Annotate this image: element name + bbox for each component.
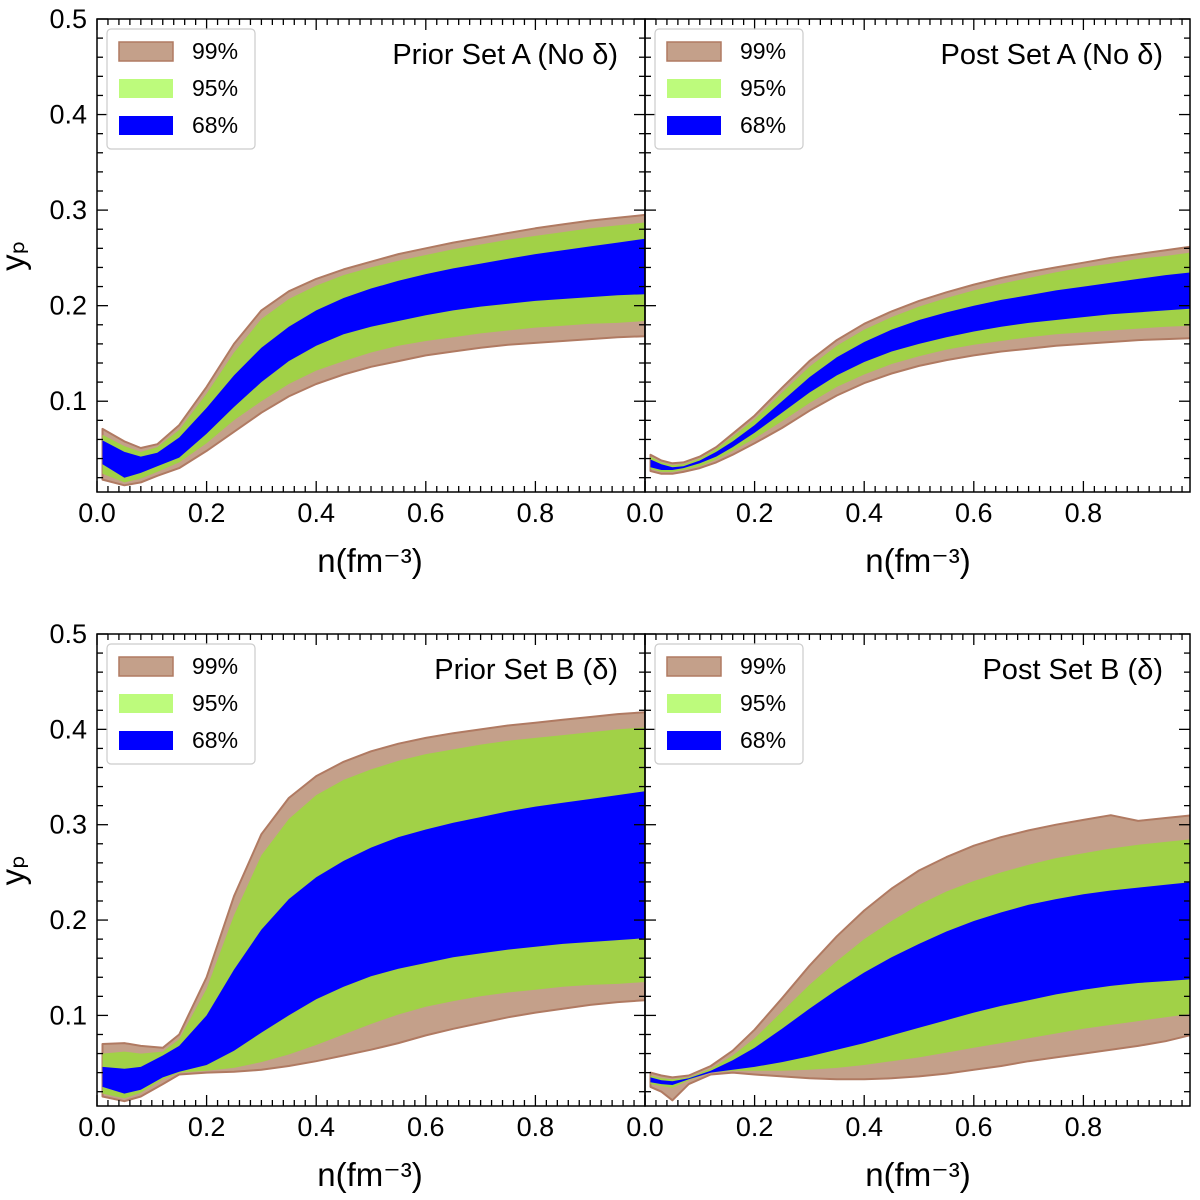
legend: 99% 95% 68%	[654, 643, 804, 765]
x-tick-label: 0.8	[517, 1112, 555, 1142]
legend-swatch-99	[666, 41, 722, 62]
legend-label: 68%	[740, 112, 786, 138]
bands	[101, 213, 645, 487]
x-axis-title: n(fm⁻³)	[865, 542, 970, 579]
legend-label: 68%	[192, 112, 238, 138]
y-tick-label: 0.4	[49, 100, 87, 130]
panel-4: 0.0 0.2 0.4 0.6 0.8n(fm⁻³)Post Set B (δ)99%9…	[626, 633, 1191, 1193]
legend-swatch-68	[667, 731, 721, 750]
y-tick-label: 0.3	[49, 810, 87, 840]
y-tick-label: 0.1	[49, 386, 87, 416]
x-tick-label: 0.6	[955, 1112, 993, 1142]
legend-label: 99%	[192, 38, 238, 64]
band-68	[102, 238, 645, 478]
x-tick-label: 0.2	[188, 498, 226, 528]
y-tick-label: 0.5	[49, 4, 87, 34]
axes-frame	[644, 18, 1191, 493]
legend: 99% 95% 68%	[106, 643, 256, 765]
legend: 99% 95% 68%	[106, 28, 256, 150]
legend-swatch-68	[667, 116, 721, 135]
legend-label: 95%	[740, 75, 786, 101]
y-tick-label: 0.1	[49, 1000, 87, 1030]
x-tick-label: 0.8	[1065, 1112, 1103, 1142]
band-68	[102, 791, 645, 1094]
x-tick-label: 0.2	[188, 1112, 226, 1142]
panel-title: Prior Set B (δ)	[434, 654, 618, 686]
legend-label: 99%	[740, 38, 786, 64]
x-tick-label: 0.0	[78, 1112, 116, 1142]
x-tick-label: 0.6	[407, 1112, 445, 1142]
axes-frame	[644, 633, 1191, 1107]
x-tick-label: 0.8	[1065, 498, 1103, 528]
bands	[649, 245, 1190, 475]
y-tick-label: 0.5	[49, 619, 87, 649]
ticks	[96, 18, 646, 492]
x-axis-title: n(fm⁻³)	[317, 1156, 422, 1193]
y-tick-label: 0.2	[49, 905, 87, 935]
ticks	[644, 18, 1190, 492]
bands	[649, 814, 1190, 1102]
x-tick-label: 0.4	[297, 498, 335, 528]
y-tick-label: 0.2	[49, 291, 87, 321]
y-tick-label: 0.4	[49, 714, 87, 744]
panel-title: Post Set B (δ)	[982, 654, 1163, 686]
ticks	[96, 633, 646, 1106]
legend-swatch-95	[119, 79, 173, 98]
x-axis-title: n(fm⁻³)	[317, 542, 422, 579]
legend-swatch-95	[119, 694, 173, 713]
legend-label: 99%	[740, 653, 786, 679]
x-tick-label: 0.2	[736, 1112, 774, 1142]
x-tick-label: 0.4	[845, 1112, 883, 1142]
legend-label: 68%	[192, 727, 238, 753]
panel-3: 0.0 0.2 0.4 0.6 0.8 0.1 0.2 0.3 0.4 0.5 n(fm⁻³) yₚ P…	[0, 619, 646, 1193]
legend: 99% 95% 68%	[654, 28, 804, 150]
legend-label: 95%	[192, 690, 238, 716]
band-68	[650, 882, 1190, 1085]
band-68	[650, 272, 1190, 470]
legend-swatch-68	[119, 116, 173, 135]
legend-label: 95%	[740, 690, 786, 716]
legend-swatch-68	[119, 731, 173, 750]
x-tick-label: 0.4	[845, 498, 883, 528]
x-tick-label: 0.8	[517, 498, 555, 528]
x-tick-label: 0.0	[626, 1112, 664, 1142]
legend-swatch-99	[118, 656, 174, 677]
panel-1: 0.0 0.2 0.4 0.6 0.8 0.1 0.2 0.3 0.4 0.5 n(fm⁻³) yₚ P…	[0, 4, 646, 579]
x-tick-label: 0.0	[78, 498, 116, 528]
x-tick-label: 0.0	[626, 498, 664, 528]
panel-2: 0.0 0.2 0.4 0.6 0.8 n(fm⁻³) Post Set A (No δ) 9…	[626, 18, 1191, 579]
ticks	[644, 633, 1190, 1106]
y-axis-title: yₚ	[0, 855, 31, 886]
legend-swatch-99	[666, 656, 722, 677]
y-tick-label: 0.3	[49, 195, 87, 225]
panel-title: Prior Set A (No δ)	[392, 39, 618, 71]
x-tick-label: 0.6	[407, 498, 445, 528]
panel-title: Post Set A (No δ)	[941, 39, 1163, 71]
legend-label: 99%	[192, 653, 238, 679]
bands	[101, 711, 645, 1103]
legend-label: 95%	[192, 75, 238, 101]
legend-swatch-95	[667, 79, 721, 98]
x-tick-label: 0.4	[297, 1112, 335, 1142]
x-tick-label: 0.6	[955, 498, 993, 528]
legend-swatch-99	[118, 41, 174, 62]
x-tick-label: 0.2	[736, 498, 774, 528]
x-axis-title: n(fm⁻³)	[865, 1156, 970, 1193]
y-axis-title: yₚ	[0, 240, 31, 271]
legend-label: 68%	[740, 727, 786, 753]
legend-swatch-95	[667, 694, 721, 713]
